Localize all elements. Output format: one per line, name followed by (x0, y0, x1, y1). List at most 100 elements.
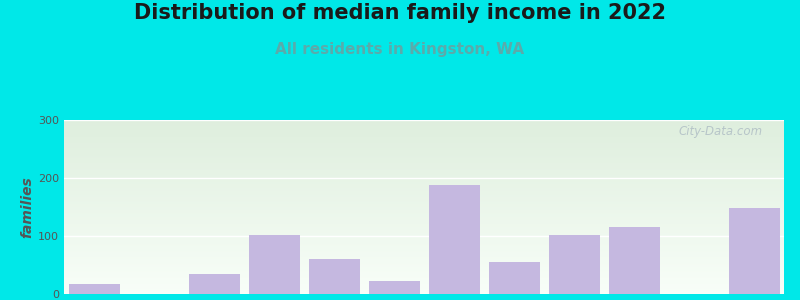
Bar (64, 139, 784, 140)
Bar (64, 234, 784, 235)
Text: All residents in Kingston, WA: All residents in Kingston, WA (275, 42, 525, 57)
Bar (64, 220, 784, 221)
Bar (64, 287, 784, 288)
Bar (64, 133, 784, 134)
Bar (64, 253, 784, 254)
Bar (64, 272, 784, 273)
Bar (64, 168, 784, 169)
Bar (64, 256, 784, 257)
Bar (64, 187, 784, 188)
Bar (64, 198, 784, 199)
Y-axis label: families: families (20, 176, 34, 238)
Bar (64, 174, 784, 175)
Bar (64, 213, 784, 214)
Bar (64, 129, 784, 130)
Bar (64, 171, 784, 172)
Bar (64, 222, 784, 223)
Bar (64, 207, 784, 208)
Bar (64, 143, 784, 144)
Bar (64, 153, 784, 154)
Bar (489, 262, 539, 294)
Bar (64, 146, 784, 147)
Bar (64, 271, 784, 272)
Bar (64, 214, 784, 215)
Bar (64, 138, 784, 139)
Bar (64, 190, 784, 191)
Bar (64, 181, 784, 182)
Bar (64, 170, 784, 171)
Bar (64, 125, 784, 126)
Bar (64, 205, 784, 206)
Bar (64, 157, 784, 158)
Bar (64, 126, 784, 127)
Bar (64, 150, 784, 151)
Bar (64, 230, 784, 231)
Bar (64, 166, 784, 167)
Bar (64, 123, 784, 124)
Bar (64, 201, 784, 202)
Bar (64, 245, 784, 246)
Bar (64, 281, 784, 282)
Bar (64, 184, 784, 185)
Bar (64, 260, 784, 261)
Bar (64, 267, 784, 268)
Bar (64, 177, 784, 178)
Bar (429, 185, 479, 294)
Bar (64, 154, 784, 155)
Bar (64, 162, 784, 163)
Bar (64, 144, 784, 145)
Bar (64, 199, 784, 200)
Bar (64, 182, 784, 183)
Bar (64, 251, 784, 252)
Bar (64, 218, 784, 219)
Bar (64, 163, 784, 164)
Bar (64, 282, 784, 283)
Bar (64, 176, 784, 177)
Bar (729, 208, 779, 294)
Bar (64, 189, 784, 190)
Bar (64, 135, 784, 136)
Bar (64, 224, 784, 225)
Bar (64, 132, 784, 133)
Bar (64, 238, 784, 239)
Bar (64, 202, 784, 203)
Bar (64, 172, 784, 173)
Bar (64, 240, 784, 241)
Bar (64, 141, 784, 142)
Bar (189, 274, 239, 294)
Bar (64, 250, 784, 251)
Bar (64, 241, 784, 242)
Bar (64, 217, 784, 218)
Text: City-Data.com: City-Data.com (678, 125, 762, 138)
Bar (64, 285, 784, 286)
Bar (64, 293, 784, 294)
Bar (309, 259, 359, 294)
Bar (64, 286, 784, 287)
Bar (64, 249, 784, 250)
Bar (64, 191, 784, 192)
Bar (64, 291, 784, 292)
Bar (64, 195, 784, 196)
Bar (64, 185, 784, 186)
Bar (64, 275, 784, 276)
Bar (64, 269, 784, 270)
Bar (64, 175, 784, 176)
Bar (64, 121, 784, 122)
Bar (64, 247, 784, 248)
Bar (64, 186, 784, 187)
Bar (64, 142, 784, 143)
Bar (549, 235, 599, 294)
Bar (64, 192, 784, 193)
Bar (64, 137, 784, 138)
Bar (64, 180, 784, 181)
Bar (64, 147, 784, 148)
Bar (64, 203, 784, 204)
Bar (64, 263, 784, 264)
Bar (64, 255, 784, 256)
Bar (64, 152, 784, 153)
Bar (64, 227, 784, 228)
Bar (64, 169, 784, 170)
Bar (64, 278, 784, 279)
Bar (64, 124, 784, 125)
Bar (64, 194, 784, 195)
